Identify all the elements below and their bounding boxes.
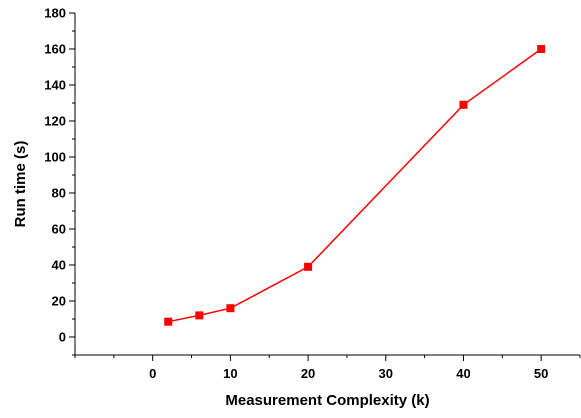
- y-tick-label: 160: [44, 42, 66, 57]
- x-tick-label: 20: [301, 366, 315, 381]
- y-axis-title: Run time (s): [12, 141, 29, 228]
- data-point-marker: [304, 262, 313, 271]
- series: [164, 45, 546, 326]
- y-tick-label: 120: [44, 114, 66, 129]
- y-tick-label: 60: [52, 222, 66, 237]
- y-tick-label: 0: [59, 330, 66, 345]
- series-line: [168, 48, 542, 323]
- x-axis-title: Measurement Complexity (k): [225, 392, 429, 409]
- tick-labels: 0 20 40 60 80 100 120 140 160 180 0 10 20 30 40 50: [44, 6, 548, 382]
- y-tick-label: 180: [44, 6, 66, 21]
- data-point-marker: [164, 317, 173, 326]
- x-tick-label: 40: [456, 366, 470, 381]
- y-tick-label: 20: [52, 294, 66, 309]
- x-tick-label: 0: [149, 366, 156, 381]
- x-tick-label: 10: [223, 366, 237, 381]
- x-tick-label: 50: [534, 366, 548, 381]
- y-tick-label: 100: [44, 150, 66, 165]
- data-point-marker: [195, 311, 204, 320]
- y-tick-label: 140: [44, 78, 66, 93]
- axes: [74, 13, 580, 356]
- y-tick-label: 80: [52, 186, 66, 201]
- x-tick-label: 30: [379, 366, 393, 381]
- ticks: [69, 12, 581, 361]
- data-point-marker: [226, 304, 235, 313]
- data-point-marker: [459, 100, 468, 109]
- data-point-marker: [537, 45, 546, 53]
- y-tick-label: 40: [52, 258, 66, 273]
- axis-titles: Measurement Complexity (k) Run time (s): [12, 141, 430, 409]
